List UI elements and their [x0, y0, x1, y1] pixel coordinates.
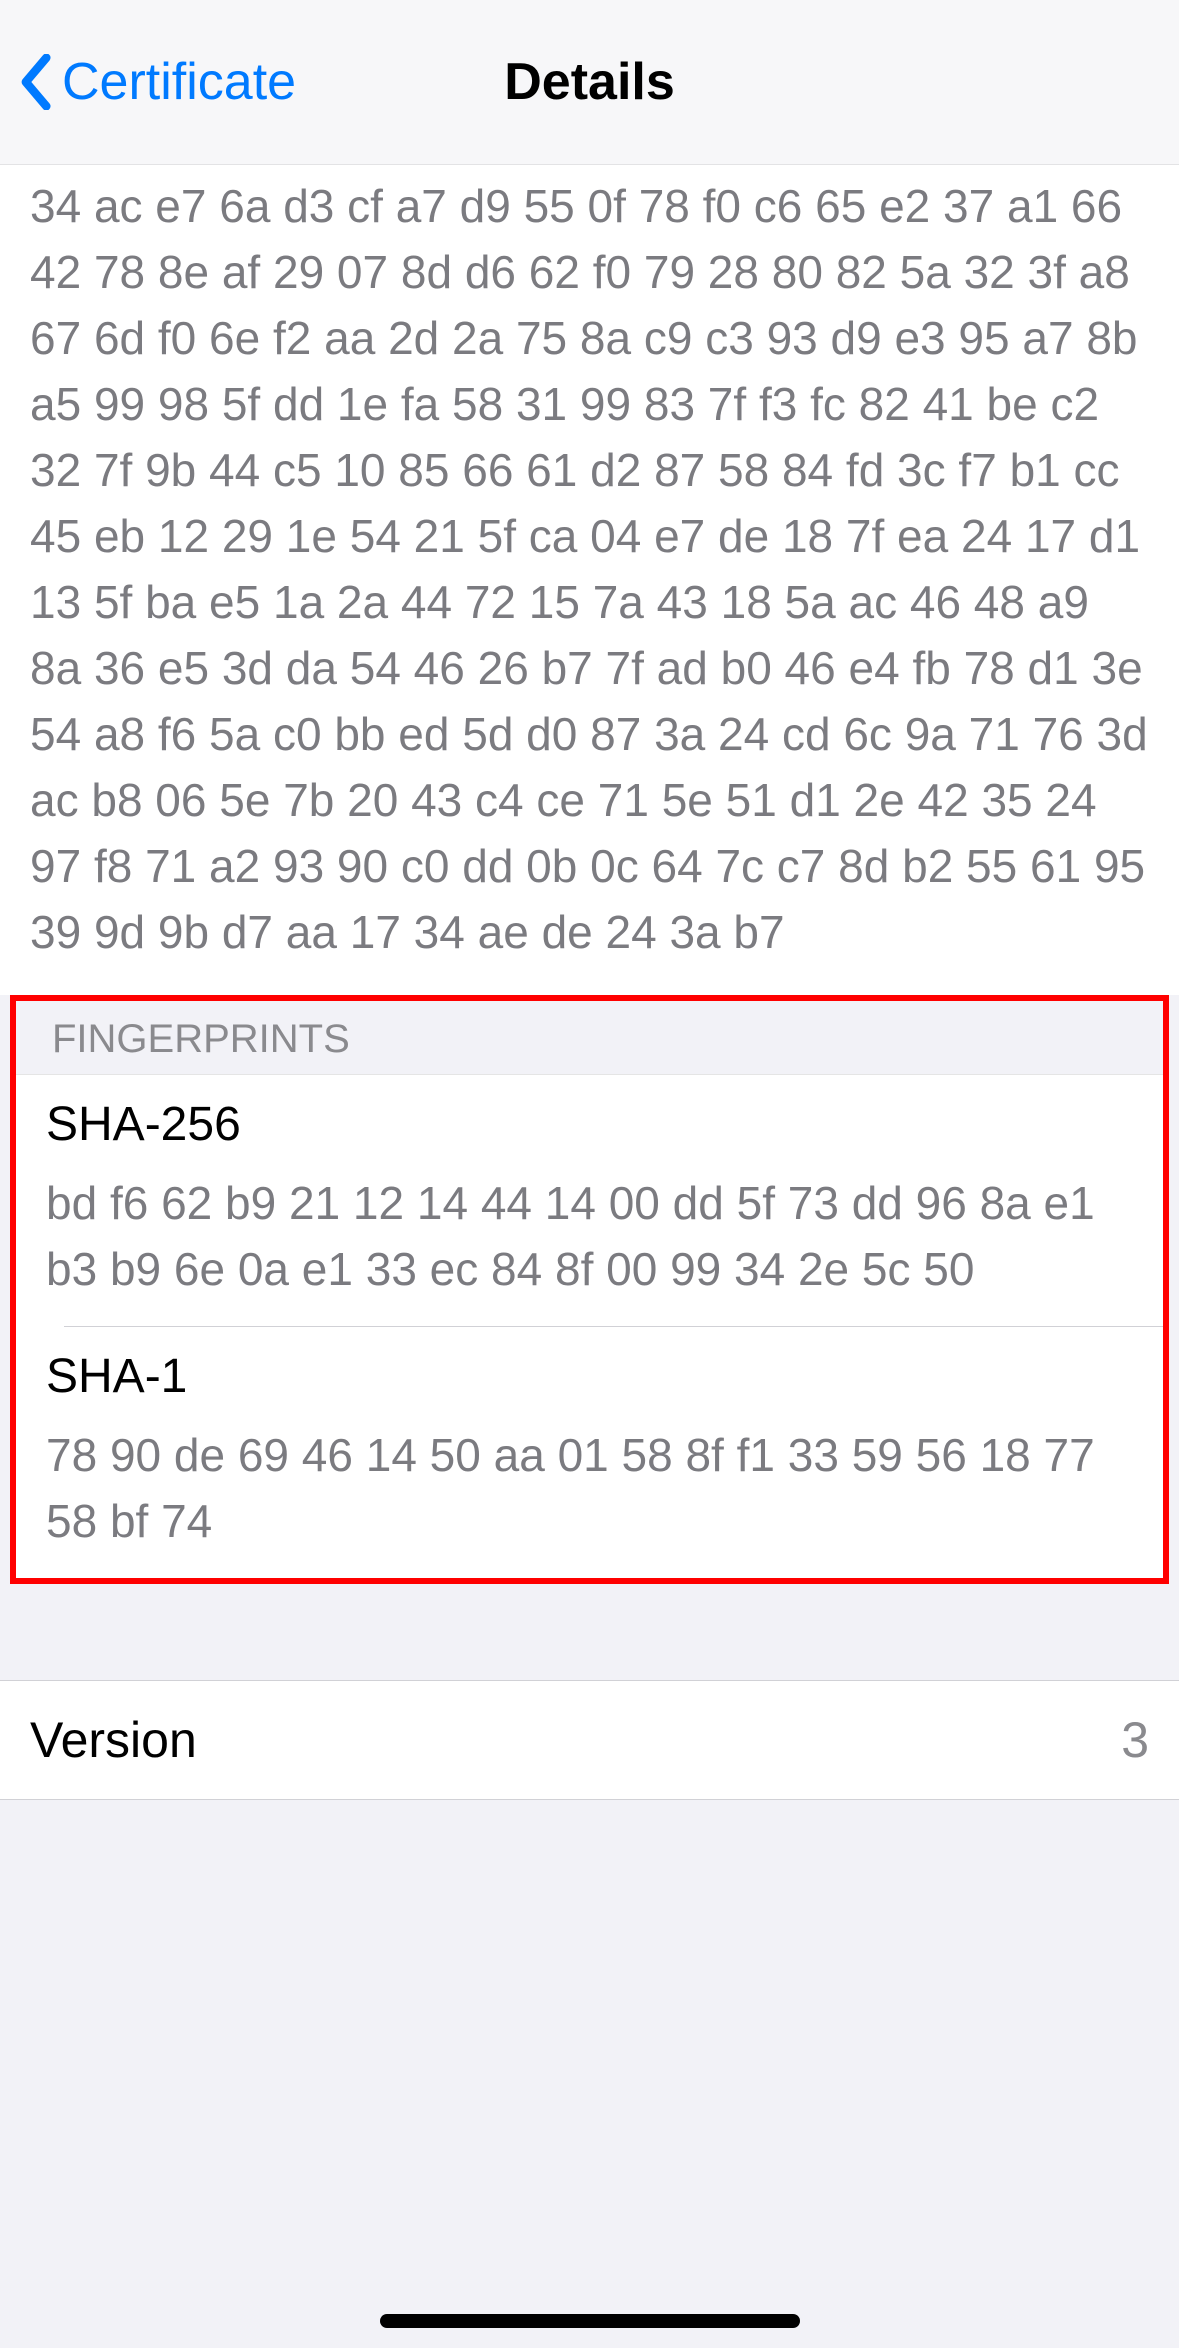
signature-hex-value: 34 ac e7 6a d3 cf a7 d9 55 0f 78 f0 c6 6…	[0, 165, 1179, 995]
section-gap	[0, 1584, 1179, 1680]
version-label: Version	[30, 1711, 197, 1769]
content-area: 34 ac e7 6a d3 cf a7 d9 55 0f 78 f0 c6 6…	[0, 165, 1179, 1800]
version-value: 3	[1121, 1711, 1149, 1769]
fingerprints-header: FINGERPRINTS	[16, 1001, 1163, 1074]
page-title: Details	[504, 52, 675, 112]
sha256-label: SHA-256	[46, 1097, 1133, 1152]
sha1-value: 78 90 de 69 46 14 50 aa 01 58 8f f1 33 5…	[46, 1422, 1133, 1554]
back-button[interactable]: Certificate	[20, 52, 296, 112]
sha1-item: SHA-1 78 90 de 69 46 14 50 aa 01 58 8f f…	[16, 1327, 1163, 1578]
home-indicator[interactable]	[380, 2314, 800, 2328]
version-row: Version 3	[0, 1680, 1179, 1800]
fingerprints-list: SHA-256 bd f6 62 b9 21 12 14 44 14 00 dd…	[16, 1074, 1163, 1578]
sha256-value: bd f6 62 b9 21 12 14 44 14 00 dd 5f 73 d…	[46, 1170, 1133, 1302]
fingerprints-section-highlighted: FINGERPRINTS SHA-256 bd f6 62 b9 21 12 1…	[10, 995, 1169, 1584]
sha1-label: SHA-1	[46, 1349, 1133, 1404]
navigation-bar: Certificate Details	[0, 0, 1179, 165]
chevron-left-icon	[20, 54, 54, 110]
signature-section: 34 ac e7 6a d3 cf a7 d9 55 0f 78 f0 c6 6…	[0, 165, 1179, 995]
back-label: Certificate	[62, 52, 296, 112]
sha256-item: SHA-256 bd f6 62 b9 21 12 14 44 14 00 dd…	[16, 1075, 1163, 1326]
